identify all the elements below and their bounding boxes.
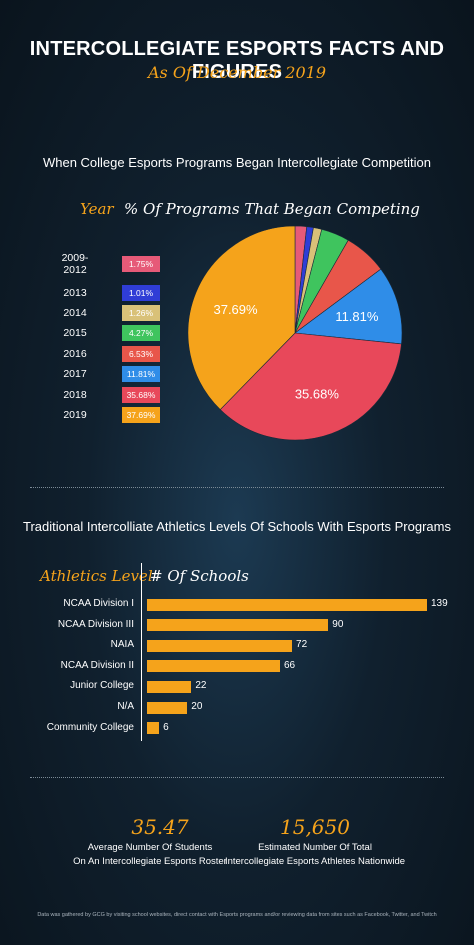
legend-year-label: 2016: [63, 348, 87, 360]
stat-roster-label: Average Number Of Students On An Interco…: [60, 841, 240, 869]
legend-year-label: 2017: [63, 368, 87, 380]
pct-header: % Of Programs That Began Competing: [124, 200, 420, 218]
pie-slice: [294, 268, 403, 345]
divider: [30, 777, 444, 778]
legend-swatch: 1.01%: [122, 285, 160, 301]
stat-roster-label-line2: On An Intercollegiate Esports Roster: [73, 856, 227, 867]
legend-year-label: 2015: [63, 327, 87, 339]
legend-year-label: 2018: [63, 389, 87, 401]
bar-value-label: 20: [191, 701, 203, 712]
bar-value-label: 139: [431, 598, 448, 609]
pie-chart: 11.81% 35.68% 37.69%: [187, 225, 403, 441]
pie-slice-label: 35.68%: [295, 386, 340, 401]
legend-swatch: 1.75%: [122, 256, 160, 272]
stat-athletes-value: 15,650: [280, 815, 350, 839]
legend-year-label: 2013: [63, 287, 87, 299]
bar-category-label: NCAA Division I: [63, 598, 134, 609]
bar: [147, 660, 280, 673]
divider: [30, 487, 444, 488]
bar: [147, 722, 160, 735]
legend-swatch: 6.53%: [122, 346, 160, 362]
bar-section-title: Traditional Intercolliate Athletics Leve…: [23, 519, 451, 534]
page-title: INTERCOLLEGIATE ESPORTS FACTS AND FIGURE…: [29, 38, 445, 83]
legend-swatch: 11.81%: [122, 366, 160, 382]
stat-roster-value: 35.47: [131, 815, 189, 839]
stat-athletes-label-line2: Intercollegiate Esports Athletes Nationw…: [224, 856, 406, 867]
legend-swatch: 35.68%: [122, 387, 160, 403]
bar-value-label: 22: [195, 680, 207, 692]
bar-value-label: 72: [296, 639, 308, 651]
legend-swatch: 37.69%: [122, 407, 160, 423]
pie-slice: [187, 225, 296, 410]
pie-slice-label: 11.81%: [335, 309, 379, 324]
athletics-level-header: Athletics Level: [40, 567, 153, 585]
bar-axis-line: [141, 563, 142, 741]
legend-swatch: 1.26%: [122, 305, 160, 321]
year-header: Year: [80, 200, 114, 218]
bar-category-label: NAIA: [110, 639, 134, 651]
bar: [147, 598, 427, 611]
stat-athletes-label-line1: Estimated Number Of Total: [258, 842, 372, 853]
bar-category-label: Community College: [46, 721, 134, 733]
data-source-footnote: Data was gathered by GCG by visiting sch…: [37, 912, 437, 918]
stat-athletes-label: Estimated Number Of Total Intercollegiat…: [215, 841, 415, 869]
bar-category-label: N/A: [117, 701, 134, 712]
bar: [147, 680, 192, 693]
legend-year-label: 2009- 2012: [61, 252, 89, 276]
bar-value-label: 6: [163, 721, 169, 733]
bar-category-label: Junior College: [70, 680, 134, 692]
page-subtitle: As Of December 2019: [147, 63, 327, 82]
schools-count-header: # Of Schools: [150, 567, 249, 585]
bar-category-label: NCAA Division II: [60, 659, 134, 671]
pie-section-title: When College Esports Programs Began Inte…: [42, 155, 432, 170]
bar-category-label: NCAA Division III: [57, 618, 134, 630]
legend-swatch: 4.27%: [122, 325, 160, 341]
stat-roster-label-line1: Average Number Of Students: [87, 842, 213, 853]
legend-year-label: 2014: [63, 307, 87, 319]
legend-year-label: 2019: [63, 409, 87, 421]
bar: [147, 639, 293, 652]
bar: [147, 701, 188, 714]
pie-slice: [219, 332, 402, 441]
bar: [147, 619, 329, 632]
pie-slice-label: 37.69%: [213, 302, 258, 317]
bar-value-label: 90: [332, 618, 344, 630]
bar-value-label: 66: [283, 659, 296, 671]
